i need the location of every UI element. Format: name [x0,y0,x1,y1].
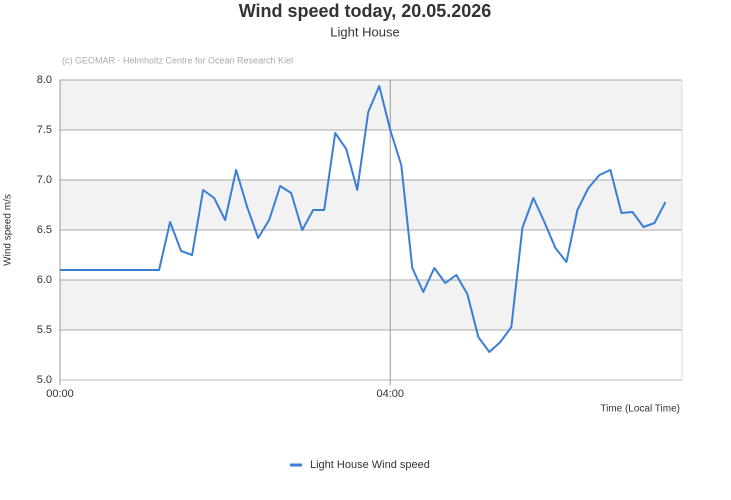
x-axis-label: Time (Local Time) [600,404,680,415]
y-tick-label: 7.5 [37,124,52,136]
grid-band [60,180,682,230]
legend-label: Light House Wind speed [310,459,430,471]
credit: (c) GEOMAR - Helmholtz Centre for Ocean … [62,55,293,65]
y-tick-label: 5.5 [37,324,52,336]
y-tick-label: 6.5 [37,224,52,236]
x-tick-label: 00:00 [46,388,74,400]
x-tick-label: 04:00 [376,388,404,400]
y-tick-label: 8.0 [37,74,52,86]
y-tick-label: 5.0 [37,374,52,386]
grid-band [60,280,682,330]
chart-title: Wind speed today, 20.05.2026 [239,1,492,21]
chart-subtitle: Light House [330,24,399,39]
y-tick-label: 7.0 [37,174,52,186]
y-axis-label: Wind speed m/s [3,194,14,266]
y-tick-label: 6.0 [37,274,52,286]
data-line [60,85,667,353]
